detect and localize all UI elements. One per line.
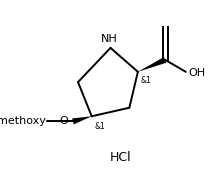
Text: &1: &1	[94, 122, 105, 131]
Text: &1: &1	[140, 76, 151, 85]
Text: OH: OH	[188, 68, 205, 78]
Text: methoxy: methoxy	[0, 116, 46, 126]
Text: O: O	[60, 116, 69, 126]
Text: NH: NH	[101, 34, 117, 44]
Polygon shape	[72, 116, 92, 124]
Text: HCl: HCl	[110, 151, 132, 164]
Polygon shape	[138, 57, 167, 72]
